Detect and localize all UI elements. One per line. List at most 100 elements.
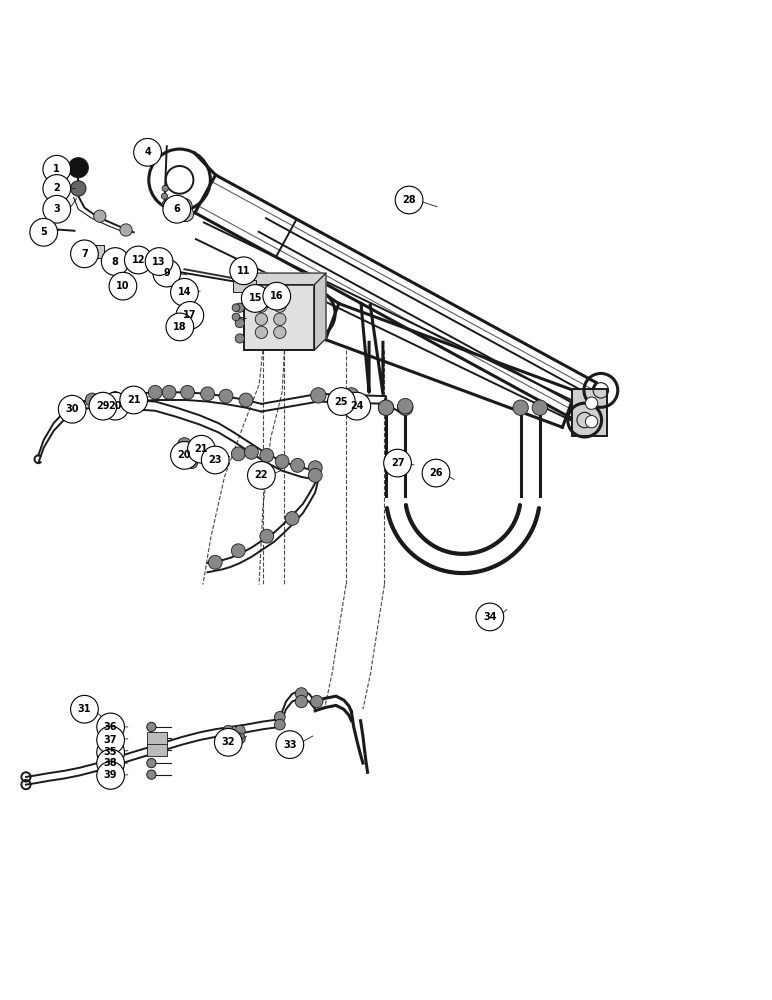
Circle shape — [343, 392, 371, 420]
Circle shape — [163, 195, 191, 223]
Text: 4: 4 — [144, 147, 151, 157]
Circle shape — [162, 201, 168, 207]
Circle shape — [219, 389, 233, 403]
Circle shape — [161, 193, 168, 199]
Text: 23: 23 — [208, 455, 222, 465]
Circle shape — [101, 392, 129, 420]
Text: 20: 20 — [178, 450, 191, 460]
FancyBboxPatch shape — [571, 389, 607, 436]
Text: 9: 9 — [164, 268, 170, 278]
FancyBboxPatch shape — [147, 744, 167, 756]
Circle shape — [308, 468, 322, 482]
FancyBboxPatch shape — [233, 280, 256, 292]
Circle shape — [147, 770, 156, 779]
Circle shape — [145, 248, 173, 275]
Circle shape — [310, 695, 323, 708]
Circle shape — [188, 435, 215, 463]
Circle shape — [177, 198, 192, 214]
Text: 22: 22 — [255, 470, 268, 480]
Circle shape — [422, 459, 450, 487]
Circle shape — [201, 387, 215, 401]
Circle shape — [235, 733, 245, 744]
Circle shape — [183, 211, 189, 217]
Circle shape — [585, 416, 598, 428]
Circle shape — [96, 749, 124, 777]
Circle shape — [30, 218, 58, 246]
Text: 10: 10 — [116, 281, 130, 291]
Polygon shape — [387, 505, 539, 573]
Circle shape — [96, 738, 124, 766]
Circle shape — [513, 400, 528, 415]
Circle shape — [232, 544, 245, 558]
Circle shape — [384, 449, 411, 477]
Circle shape — [274, 313, 286, 325]
Circle shape — [378, 400, 394, 415]
FancyBboxPatch shape — [195, 445, 211, 455]
Circle shape — [70, 181, 86, 196]
Circle shape — [242, 285, 269, 312]
Circle shape — [256, 313, 268, 325]
Circle shape — [153, 259, 181, 287]
Text: 39: 39 — [104, 770, 117, 780]
Circle shape — [59, 395, 86, 423]
Circle shape — [120, 224, 132, 236]
Text: 15: 15 — [249, 293, 262, 303]
Circle shape — [259, 292, 268, 301]
Circle shape — [162, 185, 168, 192]
Circle shape — [398, 400, 413, 415]
Circle shape — [223, 725, 234, 736]
Text: 27: 27 — [391, 458, 405, 468]
Circle shape — [96, 762, 124, 789]
Text: 32: 32 — [222, 737, 235, 747]
Circle shape — [171, 442, 198, 469]
Circle shape — [274, 326, 286, 338]
Text: 7: 7 — [81, 249, 88, 259]
Circle shape — [327, 388, 355, 415]
Text: 25: 25 — [334, 397, 348, 407]
Text: 18: 18 — [173, 322, 187, 332]
Polygon shape — [244, 273, 326, 285]
Circle shape — [101, 248, 129, 275]
Text: 29: 29 — [96, 401, 110, 411]
Circle shape — [109, 272, 137, 300]
Circle shape — [256, 326, 268, 338]
Text: 33: 33 — [283, 740, 296, 750]
Text: 28: 28 — [402, 195, 416, 205]
Circle shape — [147, 722, 156, 732]
Circle shape — [256, 288, 268, 300]
Circle shape — [121, 389, 135, 403]
Circle shape — [235, 303, 245, 312]
FancyBboxPatch shape — [178, 446, 197, 458]
Circle shape — [145, 256, 153, 264]
Circle shape — [166, 313, 194, 341]
Circle shape — [93, 210, 106, 222]
Text: 20: 20 — [109, 401, 122, 411]
Circle shape — [120, 386, 147, 414]
Circle shape — [176, 302, 204, 329]
Circle shape — [70, 240, 98, 268]
Circle shape — [256, 300, 268, 312]
Circle shape — [295, 695, 307, 708]
FancyBboxPatch shape — [147, 732, 167, 745]
Circle shape — [260, 529, 274, 543]
Circle shape — [162, 385, 176, 399]
Circle shape — [187, 458, 198, 468]
Text: 6: 6 — [174, 204, 180, 214]
Circle shape — [398, 398, 413, 414]
Circle shape — [274, 288, 286, 300]
Text: 34: 34 — [483, 612, 496, 622]
Circle shape — [68, 158, 88, 178]
Circle shape — [476, 603, 503, 631]
Circle shape — [215, 728, 242, 756]
Text: 38: 38 — [103, 758, 117, 768]
Text: 17: 17 — [183, 310, 197, 320]
Text: 8: 8 — [112, 257, 119, 267]
Circle shape — [276, 731, 303, 758]
Text: 12: 12 — [131, 255, 145, 265]
Circle shape — [134, 138, 161, 166]
Text: 36: 36 — [104, 722, 117, 732]
Text: 3: 3 — [53, 204, 60, 214]
Circle shape — [395, 186, 423, 214]
Circle shape — [208, 555, 222, 569]
Circle shape — [532, 400, 547, 415]
